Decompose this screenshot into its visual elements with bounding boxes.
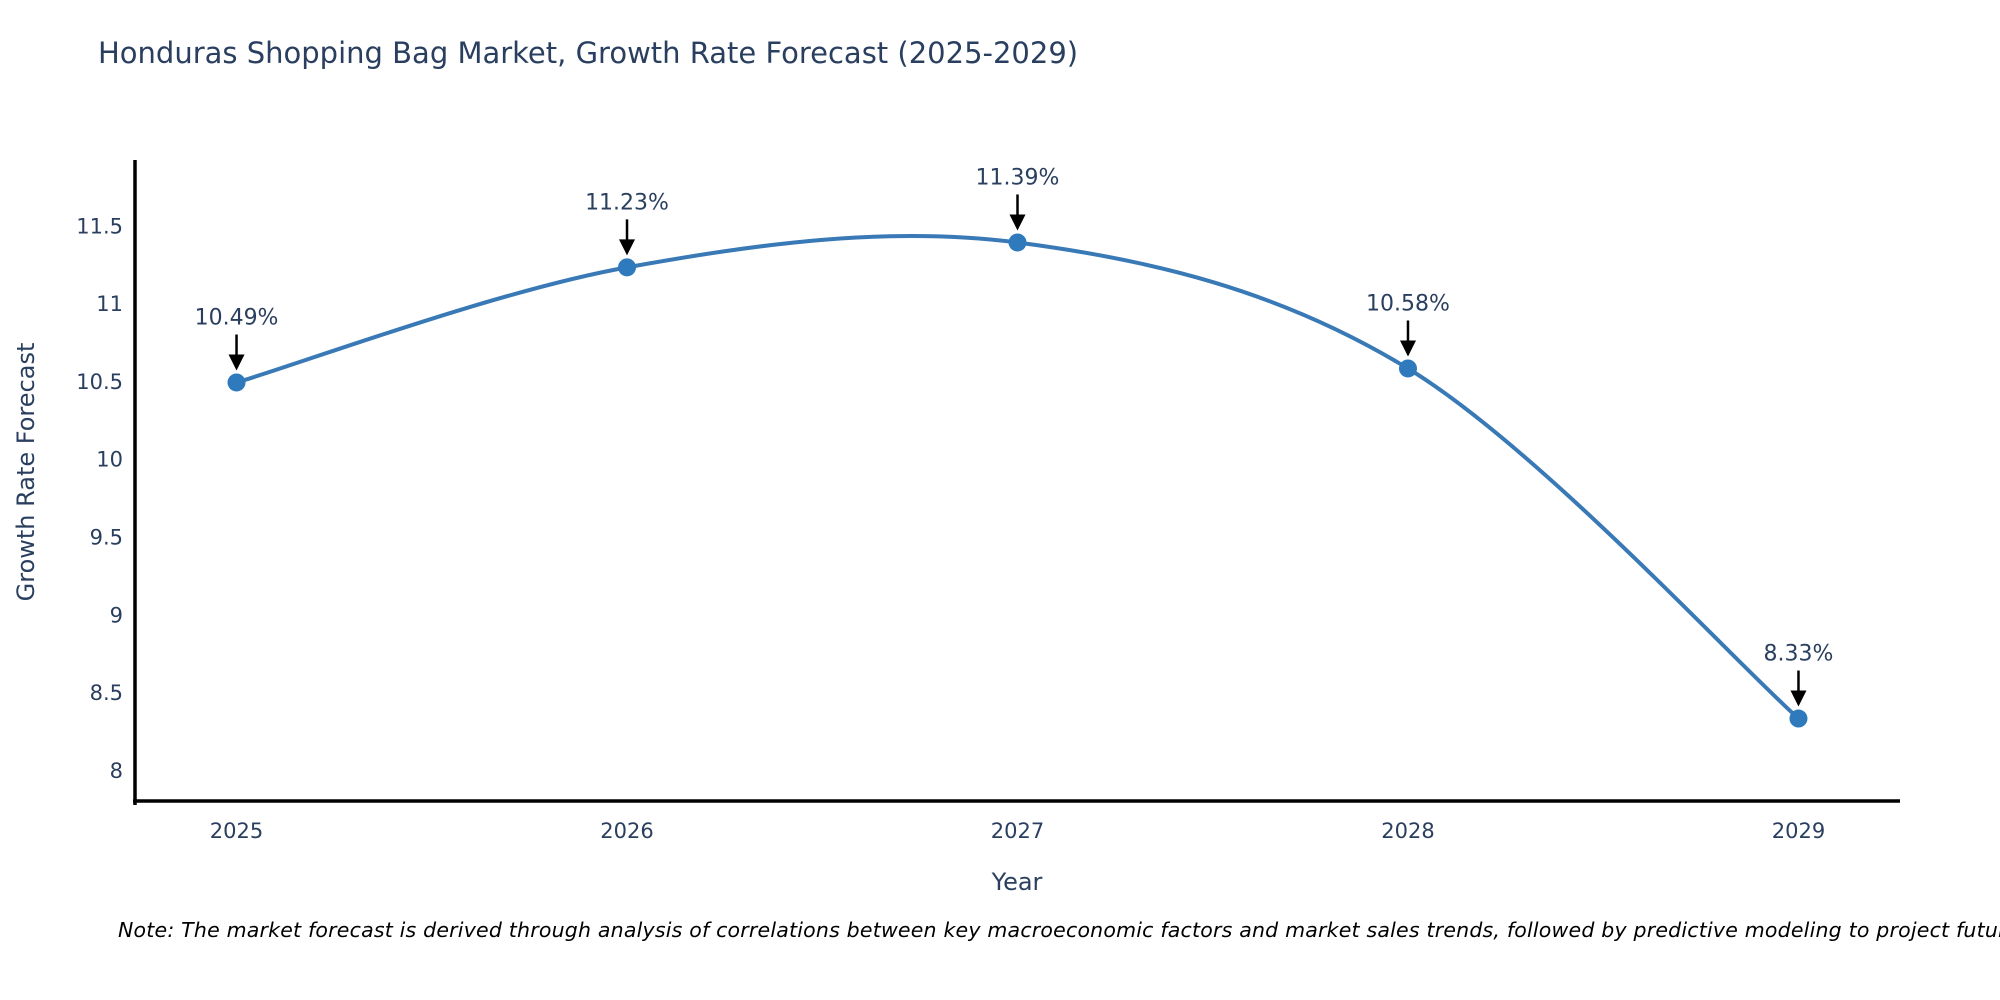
y-tick-label: 9.5: [90, 526, 123, 550]
chart-title: Honduras Shopping Bag Market, Growth Rat…: [98, 36, 1079, 70]
annotation-arrow-head: [1399, 340, 1416, 357]
y-tick-label: 8.5: [90, 681, 123, 705]
y-tick-label: 10: [96, 448, 123, 472]
y-tick-label: 8: [110, 759, 123, 783]
annotation-arrow-head: [1009, 214, 1026, 231]
data-point[interactable]: [1789, 709, 1808, 728]
x-tick-label: 2029: [1772, 819, 1825, 843]
x-tick-label: 2025: [210, 819, 263, 843]
data-point[interactable]: [227, 373, 246, 392]
annotation-arrow-head: [228, 354, 245, 371]
data-point[interactable]: [1008, 233, 1027, 252]
annotation-arrow-head: [619, 239, 636, 256]
annotation-label: 11.39%: [976, 165, 1060, 190]
data-point[interactable]: [618, 258, 637, 277]
y-tick-label: 10.5: [76, 370, 123, 394]
annotation-arrow-head: [1790, 690, 1807, 707]
x-axis-title: Year: [991, 868, 1043, 896]
annotation-label: 10.49%: [195, 305, 279, 330]
x-tick-label: 2027: [991, 819, 1044, 843]
y-tick-label: 11.5: [76, 214, 123, 238]
data-point[interactable]: [1398, 359, 1417, 378]
trend-line: [234, 233, 1801, 721]
annotation-label: 8.33%: [1764, 642, 1834, 667]
y-tick-label: 9: [110, 603, 123, 627]
x-tick-label: 2028: [1381, 819, 1434, 843]
y-tick-label: 11: [96, 292, 123, 316]
x-tick-label: 2026: [600, 819, 653, 843]
footnote: Note: The market forecast is derived thr…: [118, 918, 2000, 942]
annotation-label: 10.58%: [1366, 291, 1450, 316]
annotation-label: 11.23%: [585, 190, 669, 215]
